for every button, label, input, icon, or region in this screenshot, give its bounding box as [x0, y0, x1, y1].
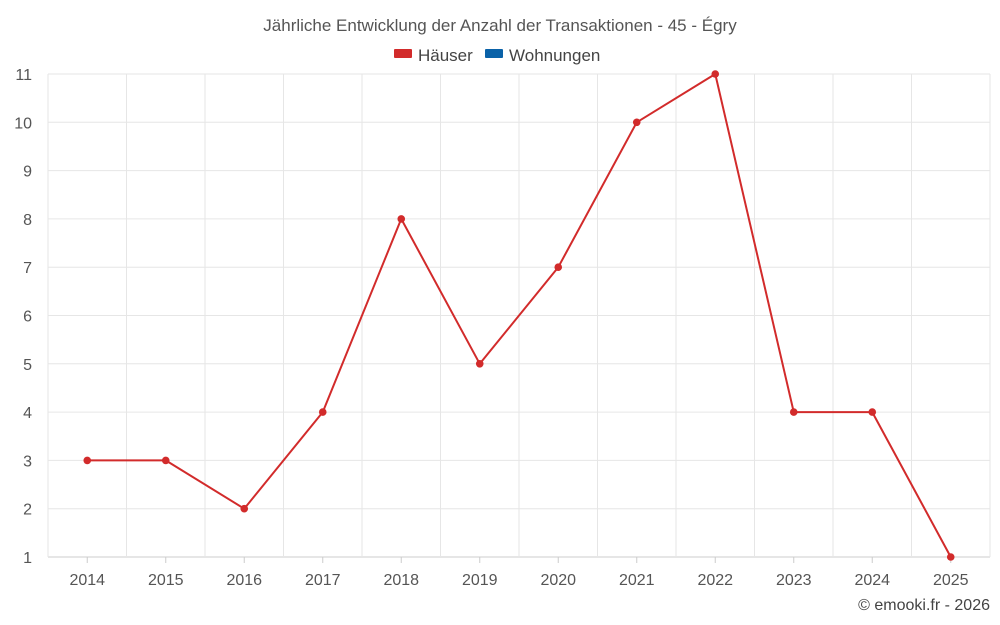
- y-axis: 1 2 3 4 5 6 7 8 9 10 11: [14, 67, 32, 567]
- legend-swatch-wohnungen: [485, 49, 503, 58]
- x-tick-label: 2015: [148, 572, 184, 589]
- data-point[interactable]: [711, 70, 720, 78]
- y-tick-label: 5: [23, 357, 32, 374]
- data-point[interactable]: [240, 504, 249, 513]
- x-tick-label: 2020: [540, 572, 576, 589]
- data-point[interactable]: [554, 263, 563, 272]
- y-tick-label: 8: [23, 212, 32, 229]
- y-tick-label: 9: [23, 164, 32, 181]
- data-point[interactable]: [475, 360, 484, 368]
- y-tick-label: 11: [15, 67, 32, 84]
- chart-title: Jährliche Entwicklung der Anzahl der Tra…: [263, 16, 737, 35]
- y-tick-label: 2: [23, 502, 32, 519]
- y-tick-label: 10: [14, 115, 32, 132]
- x-tick-label: 2022: [697, 572, 733, 589]
- x-tick-label: 2016: [226, 572, 262, 589]
- data-point[interactable]: [946, 553, 955, 561]
- legend-swatch-haeuser: [394, 49, 412, 58]
- data-point[interactable]: [789, 408, 798, 416]
- y-tick-label: 6: [23, 309, 32, 326]
- x-tick-label: 2017: [305, 572, 341, 589]
- chart-legend: Häuser Wohnungen: [394, 46, 600, 65]
- x-tick-label: 2024: [854, 572, 890, 589]
- y-tick-label: 4: [23, 405, 32, 422]
- legend-label-wohnungen: Wohnungen: [509, 46, 600, 65]
- data-point[interactable]: [397, 215, 406, 223]
- x-tick-label: 2019: [462, 572, 498, 589]
- y-tick-label: 1: [23, 550, 32, 567]
- y-tick-label: 7: [23, 260, 32, 277]
- data-point[interactable]: [83, 456, 92, 465]
- x-tick-label: 2025: [933, 572, 969, 589]
- x-axis: 2014 2015 2016 2017 2018 2019 2020 2021 2022 2023…: [69, 557, 969, 589]
- credit-text: © emooki.fr - 2026: [858, 597, 990, 614]
- legend-label-haeuser: Häuser: [418, 46, 473, 65]
- legend-item-wohnungen[interactable]: Wohnungen: [485, 46, 600, 65]
- x-tick-label: 2014: [69, 572, 105, 589]
- legend-item-haeuser[interactable]: Häuser: [394, 46, 473, 65]
- data-point[interactable]: [161, 456, 170, 465]
- x-tick-label: 2023: [776, 572, 812, 589]
- y-tick-label: 3: [23, 453, 32, 470]
- data-point[interactable]: [318, 408, 327, 416]
- data-point[interactable]: [632, 118, 641, 127]
- x-tick-label: 2021: [619, 572, 655, 589]
- data-point[interactable]: [868, 408, 877, 416]
- series-layer: [83, 70, 955, 561]
- series-line: [87, 73, 952, 558]
- x-tick-label: 2018: [383, 572, 419, 589]
